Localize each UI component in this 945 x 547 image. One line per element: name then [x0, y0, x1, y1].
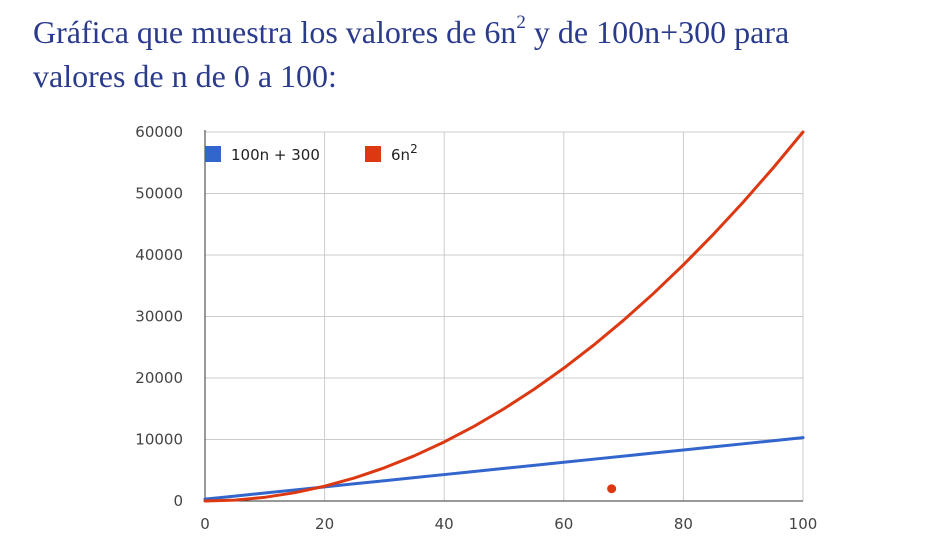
legend-swatch-series-0	[205, 146, 221, 162]
caption-line1-prefix: Gráfica que muestra los valores de 6n	[33, 14, 517, 50]
series-lines	[203, 130, 805, 503]
y-tick-label: 50000	[135, 185, 183, 203]
axes: 0 10000 20000 30000 40000 50000 60000 0 20 40 60 80…	[135, 123, 817, 533]
x-tick-label: 40	[435, 515, 454, 533]
y-tick-label: 30000	[135, 308, 183, 326]
series-line-0	[203, 436, 805, 501]
gridlines	[205, 131, 804, 501]
y-tick-label: 40000	[135, 246, 183, 264]
y-tick-label: 0	[173, 492, 183, 510]
x-tick-label: 0	[200, 515, 210, 533]
chart-caption: Gráfica que muestra los valores de 6n2 y…	[33, 10, 913, 98]
x-tick-label: 80	[674, 515, 693, 533]
legend-label-series-1: 6n2	[391, 142, 418, 164]
legend-swatch-series-1	[365, 146, 381, 162]
x-tick-label: 20	[315, 515, 334, 533]
data-point	[607, 484, 617, 494]
legend-label-series-0: 100n + 300	[231, 146, 320, 164]
y-tick-label: 20000	[135, 369, 183, 387]
caption-superscript: 2	[516, 12, 526, 34]
caption-line2: valores de n de 0 a 100:	[33, 58, 337, 94]
legend: 100n + 300 6n2	[205, 142, 418, 164]
series-line-1	[203, 130, 805, 503]
x-tick-label: 60	[554, 515, 573, 533]
y-tick-label: 60000	[135, 123, 183, 141]
caption-line1-suffix: y de 100n+300 para	[525, 14, 790, 50]
y-tick-label: 10000	[135, 431, 183, 449]
x-tick-label: 100	[789, 515, 818, 533]
extra-points	[607, 484, 617, 494]
legend-label-superscript: 2	[410, 142, 418, 156]
